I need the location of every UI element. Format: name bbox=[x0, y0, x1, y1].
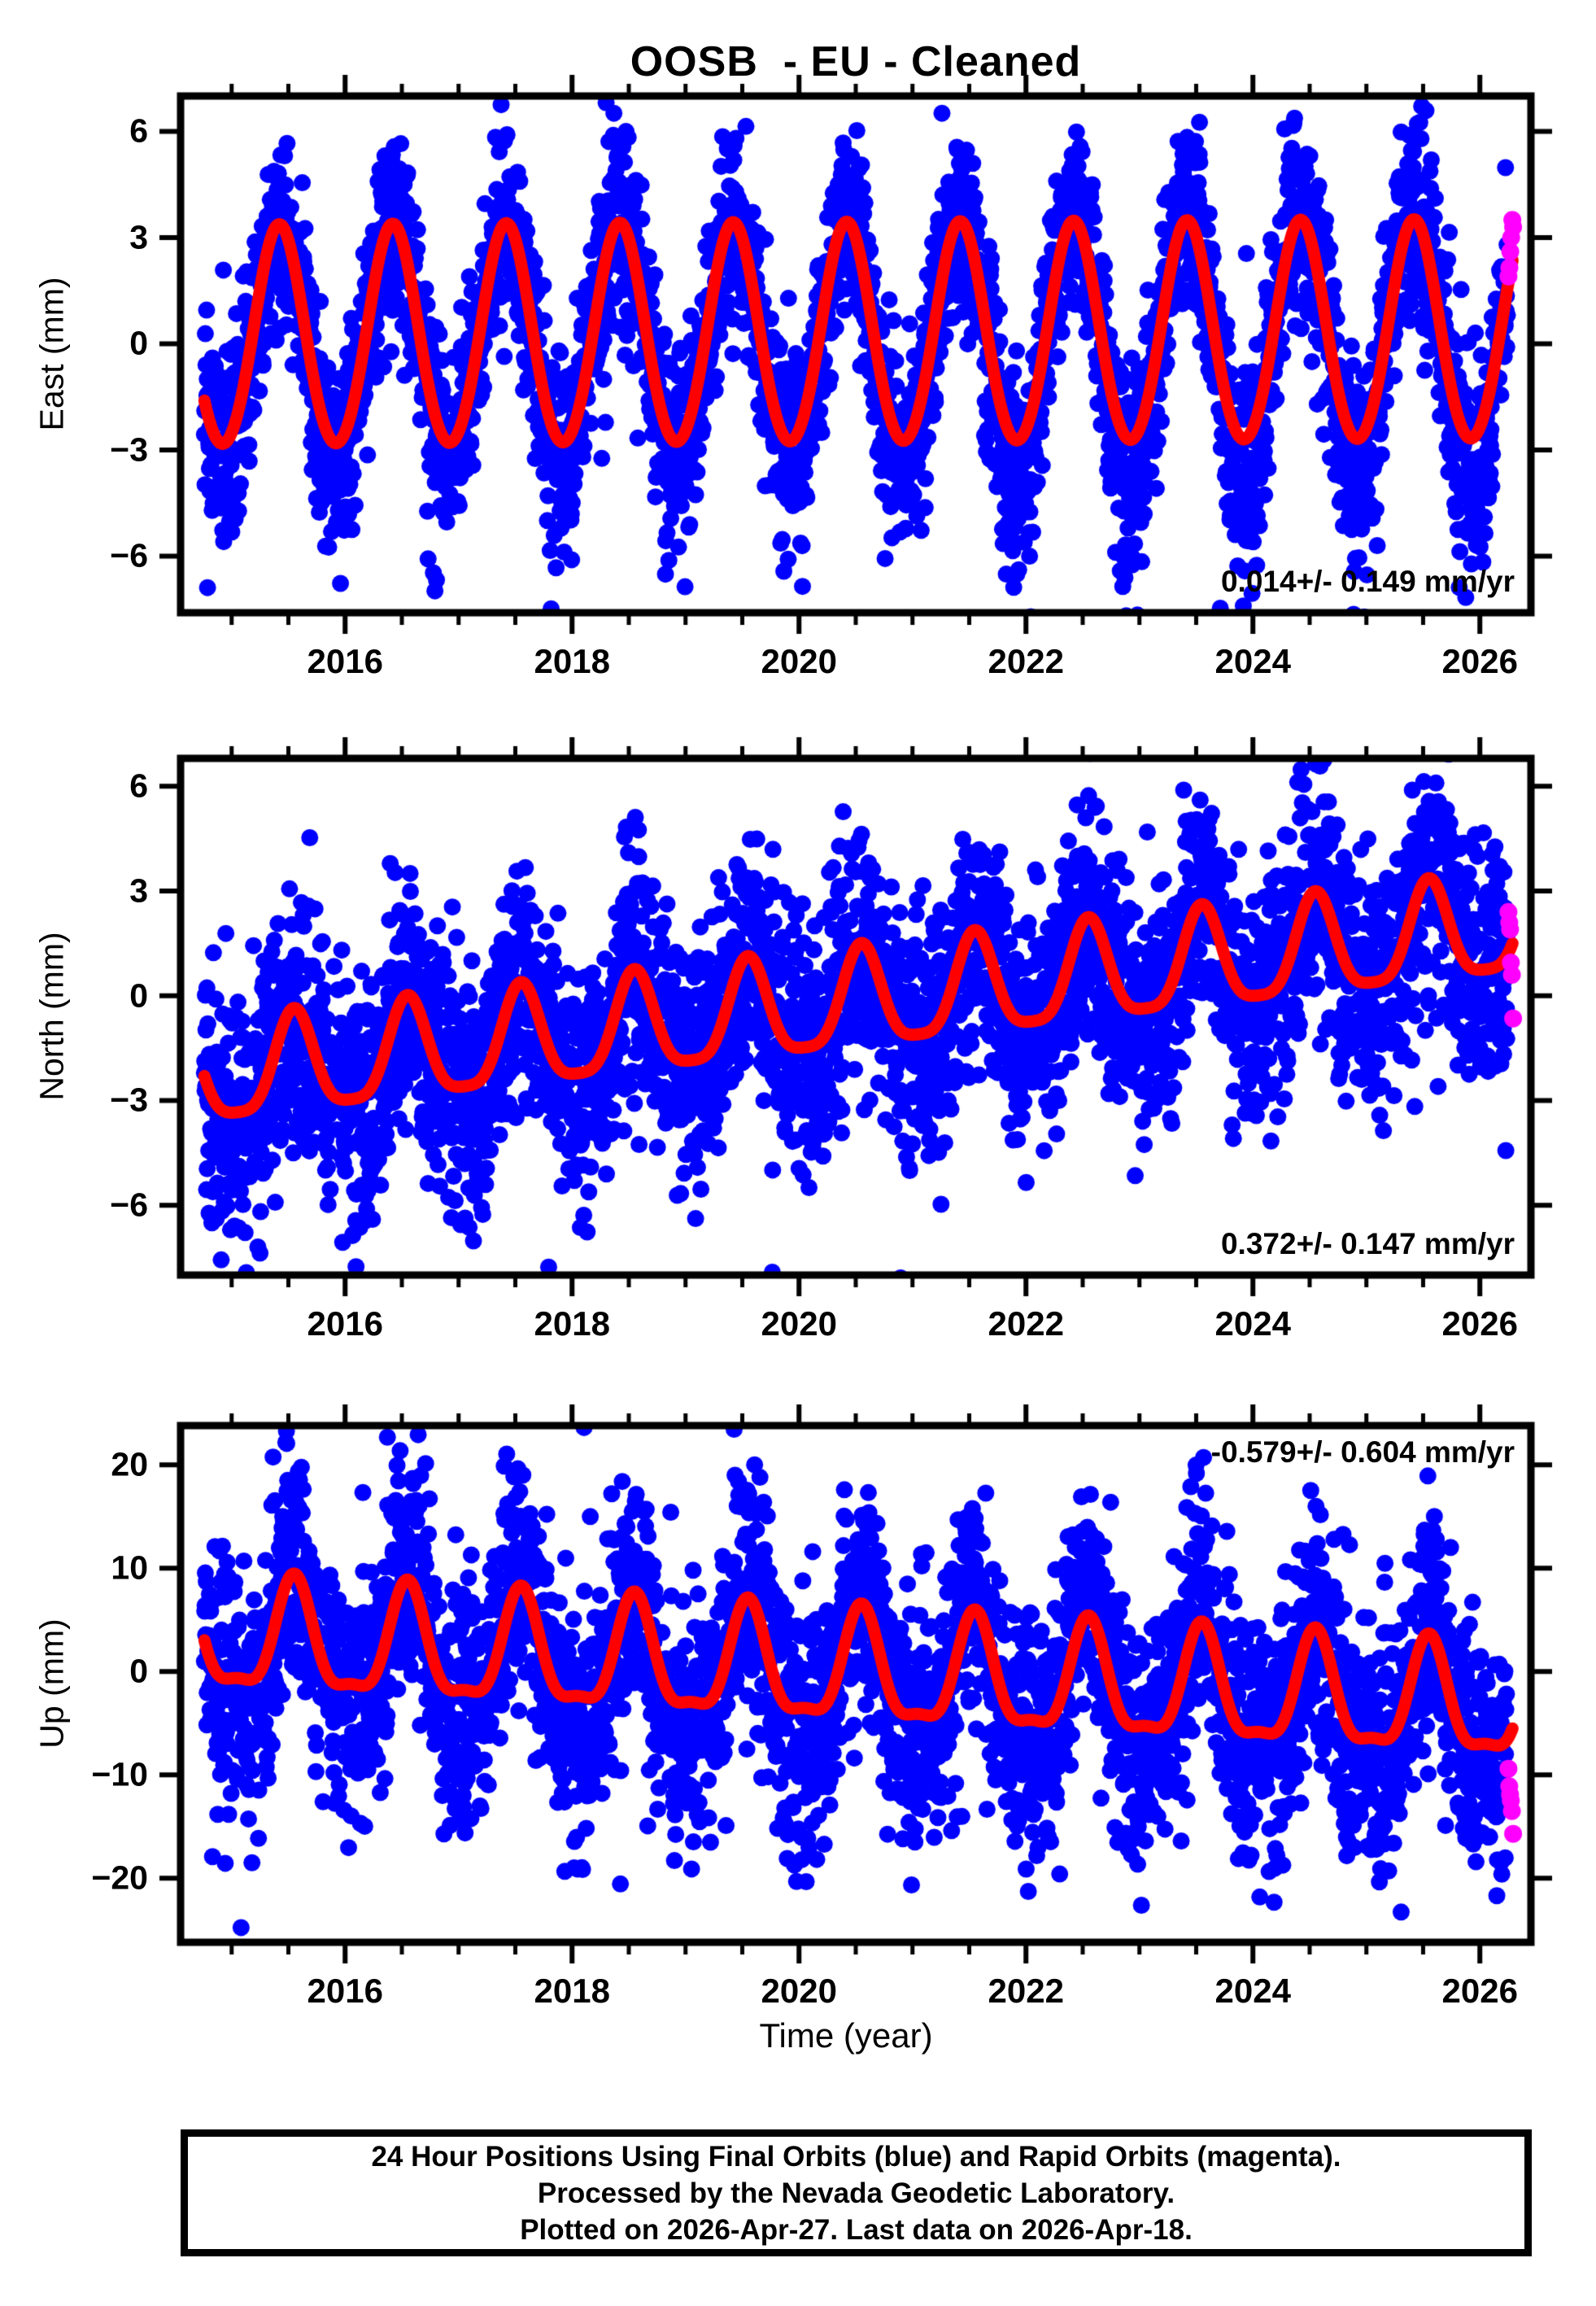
north-y-tick-label: 3 bbox=[129, 871, 148, 910]
north-x-tick-label: 2018 bbox=[534, 1304, 610, 1343]
up-x-tick-label: 2026 bbox=[1441, 1972, 1518, 2010]
east-x-tick-label: 2026 bbox=[1441, 642, 1518, 680]
north-x-tick-label: 2022 bbox=[988, 1304, 1064, 1343]
north-y-tick-label: 6 bbox=[129, 766, 148, 805]
north-x-tick-label: 2026 bbox=[1441, 1304, 1518, 1343]
east-axis-label: East (mm) bbox=[33, 277, 71, 431]
north-y-tick-label: −3 bbox=[110, 1081, 148, 1119]
up-x-tick-label: 2020 bbox=[761, 1972, 837, 2010]
east-y-tick-label: −3 bbox=[110, 430, 148, 469]
up-y-tick-label: 0 bbox=[129, 1652, 148, 1690]
east-y-tick-label: −6 bbox=[110, 536, 148, 574]
east-rate-annotation: 0.014+/- 0.149 mm/yr bbox=[1220, 565, 1515, 598]
east-y-tick-label: 3 bbox=[129, 218, 148, 256]
footer-line-orbits: 24 Hour Positions Using Final Orbits (bl… bbox=[371, 2140, 1341, 2173]
north-rate-annotation: 0.372+/- 0.147 mm/yr bbox=[1220, 1227, 1515, 1260]
footer-line-dates: Plotted on 2026-Apr-27. Last data on 202… bbox=[520, 2213, 1193, 2246]
up-x-tick-label: 2024 bbox=[1214, 1972, 1291, 2010]
east-x-tick-label: 2024 bbox=[1214, 642, 1291, 680]
north-x-tick-label: 2020 bbox=[761, 1304, 837, 1343]
north-y-tick-label: −6 bbox=[110, 1186, 148, 1224]
up-rate-annotation: -0.579+/- 0.604 mm/yr bbox=[1210, 1435, 1515, 1469]
east-y-tick-label: 0 bbox=[129, 324, 148, 362]
up-y-tick-label: 20 bbox=[111, 1445, 148, 1483]
up-x-tick-label: 2018 bbox=[534, 1972, 610, 2010]
north-x-tick-label: 2024 bbox=[1214, 1304, 1291, 1343]
north-x-tick-label: 2016 bbox=[307, 1304, 383, 1343]
north-y-tick-label: 0 bbox=[129, 976, 148, 1015]
east-x-tick-label: 2016 bbox=[307, 642, 383, 680]
footer-note-box: 24 Hour Positions Using Final Orbits (bl… bbox=[181, 2129, 1532, 2256]
footer-line-processing: Processed by the Nevada Geodetic Laborat… bbox=[537, 2177, 1175, 2209]
up-x-tick-label: 2016 bbox=[307, 1972, 383, 2010]
north-axis-label: North (mm) bbox=[33, 932, 71, 1101]
figure-title: OOSB - EU - Cleaned bbox=[630, 38, 1082, 85]
up-y-tick-label: −10 bbox=[91, 1755, 148, 1793]
east-x-tick-label: 2018 bbox=[534, 642, 610, 680]
up-y-tick-label: −20 bbox=[91, 1858, 148, 1897]
east-x-tick-label: 2022 bbox=[988, 642, 1064, 680]
x-axis-title: Time (year) bbox=[759, 2016, 933, 2055]
east-y-tick-label: 6 bbox=[129, 111, 148, 150]
east-x-tick-label: 2020 bbox=[761, 642, 837, 680]
up-y-tick-label: 10 bbox=[111, 1548, 148, 1587]
up-axis-label: Up (mm) bbox=[33, 1618, 71, 1749]
up-x-tick-label: 2022 bbox=[988, 1972, 1064, 2010]
